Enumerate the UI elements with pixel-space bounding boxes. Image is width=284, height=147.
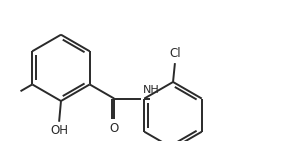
Text: OH: OH — [50, 124, 68, 137]
Text: O: O — [109, 122, 118, 135]
Text: Cl: Cl — [170, 47, 181, 61]
Text: NH: NH — [143, 85, 159, 95]
